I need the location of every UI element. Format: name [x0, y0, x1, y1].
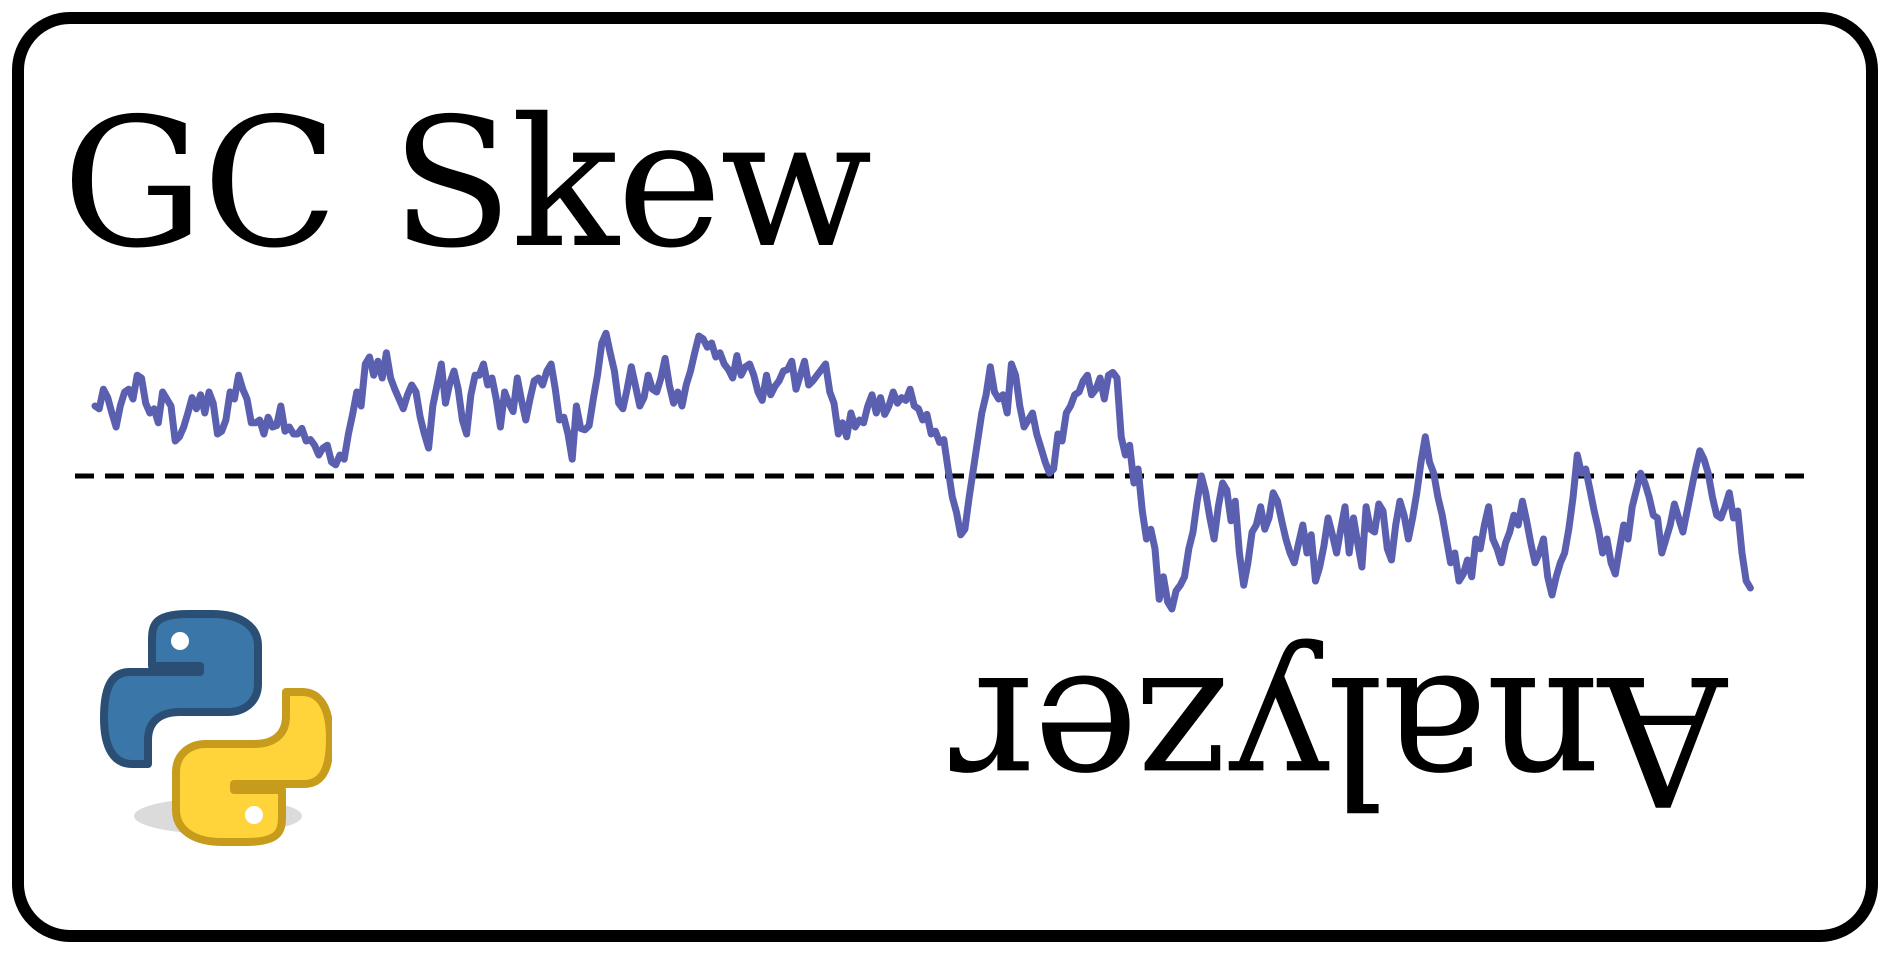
logo-blue-eye — [171, 632, 189, 650]
subtitle: Analyzer — [952, 636, 1728, 843]
python-logo-icon — [100, 610, 332, 846]
logo-yellow-snake — [172, 688, 332, 846]
skew-line — [91, 329, 1754, 613]
title: GC Skew — [62, 80, 872, 287]
logo-yellow-eye — [245, 806, 263, 824]
logo-blue-snake — [100, 610, 262, 768]
